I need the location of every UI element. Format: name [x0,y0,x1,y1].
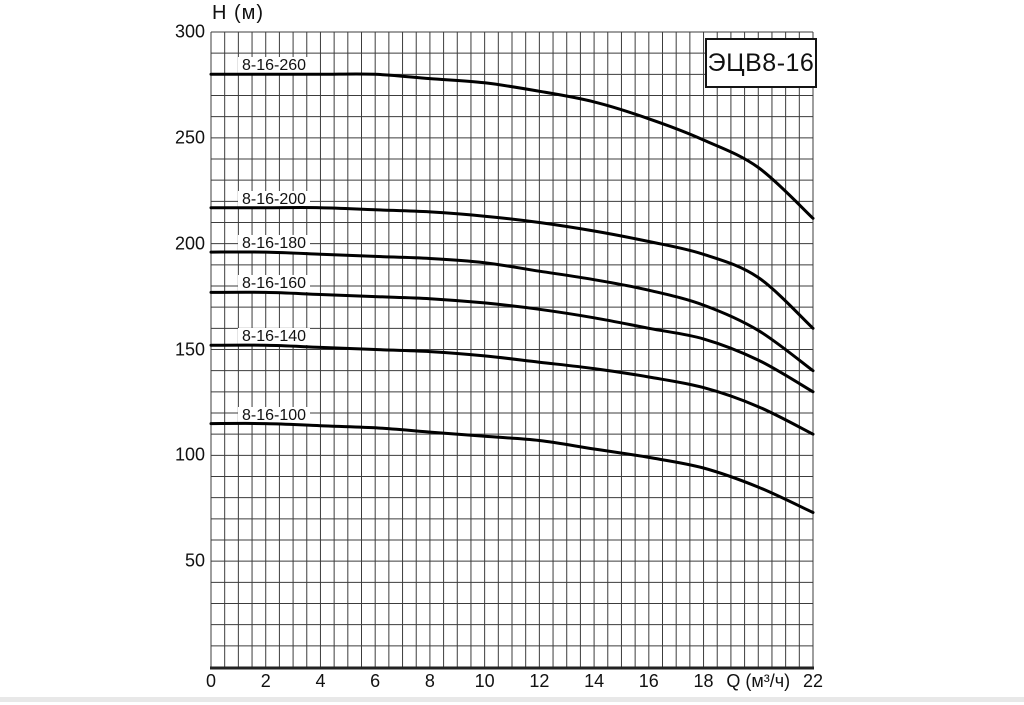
x-tick-14: 14 [584,671,605,691]
x-tick-6: 6 [370,671,381,691]
x-tick-2: 2 [260,671,271,691]
x-tick-12: 12 [529,671,550,691]
x-tick-22: 22 [802,671,824,691]
y-tick-50: 50 [184,550,205,571]
y-tick-250: 250 [174,127,205,148]
curve-label-8-16-160: 8-16-160 [238,275,311,293]
curve-label-8-16-200: 8-16-200 [238,190,311,208]
x-tick-18: 18 [693,671,714,691]
y-tick-150: 150 [174,339,205,359]
x-tick-8: 8 [424,671,435,691]
curve-label-8-16-100: 8-16-100 [238,406,311,424]
curve-label-8-16-140: 8-16-140 [238,328,311,346]
curve-label-8-16-180: 8-16-180 [238,235,311,253]
bottom-edge-shadow [0,697,1024,702]
curve-label-8-16-260: 8-16-260 [238,57,311,75]
x-tick-10: 10 [474,671,495,691]
y-axis-title: H (м) [212,2,265,24]
y-tick-200: 200 [174,233,205,254]
x-tick-4: 4 [315,671,326,691]
y-tick-100: 100 [174,444,205,465]
y-tick-300: 300 [174,21,205,42]
pump-series-title-box: ЭЦВ8-16 [705,38,817,88]
x-tick-0: 0 [205,671,217,691]
pump-series-title: ЭЦВ8-16 [707,48,815,77]
x-tick-16: 16 [638,671,659,691]
x-axis-title: Q (м³/ч) [726,671,791,691]
